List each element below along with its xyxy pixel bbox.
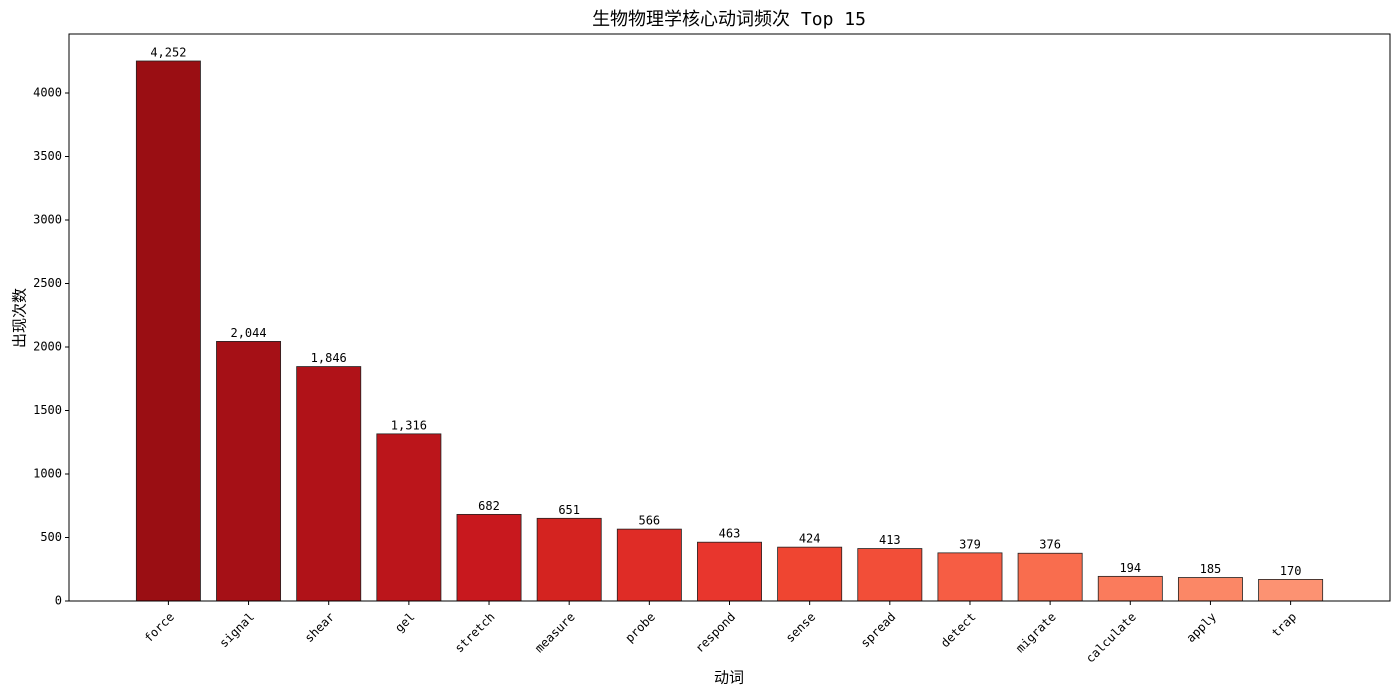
bar bbox=[536, 517, 602, 602]
value-label: 1,316 bbox=[391, 418, 427, 432]
value-label: 379 bbox=[959, 537, 981, 551]
x-tick-label: calculate bbox=[1083, 610, 1139, 666]
value-label: 463 bbox=[719, 527, 741, 541]
value-label: 170 bbox=[1280, 564, 1302, 578]
x-tick-label: force bbox=[142, 610, 177, 645]
y-tick-label: 1000 bbox=[33, 467, 62, 481]
bar bbox=[216, 341, 282, 602]
x-tick-label: apply bbox=[1184, 610, 1219, 645]
value-label: 424 bbox=[799, 532, 821, 546]
bar bbox=[857, 548, 923, 602]
y-tick-label: 3000 bbox=[33, 213, 62, 227]
value-label: 651 bbox=[558, 503, 580, 517]
value-label: 566 bbox=[638, 514, 660, 528]
value-label: 376 bbox=[1039, 538, 1061, 552]
bar bbox=[135, 60, 201, 602]
value-label: 682 bbox=[478, 499, 500, 513]
x-tick-label: shear bbox=[302, 610, 337, 645]
x-tick-label: gel bbox=[392, 610, 417, 635]
y-axis-label: 出现次数 bbox=[11, 288, 29, 348]
bar bbox=[616, 528, 682, 602]
x-tick-label: probe bbox=[622, 610, 657, 645]
x-tick-label: trap bbox=[1269, 610, 1299, 640]
bar bbox=[1258, 579, 1324, 602]
bar bbox=[456, 513, 522, 602]
bar bbox=[777, 546, 843, 602]
bar bbox=[296, 366, 362, 602]
value-label: 413 bbox=[879, 533, 901, 547]
x-tick-label: measure bbox=[532, 610, 578, 656]
y-tick-label: 2500 bbox=[33, 276, 62, 290]
y-tick-label: 3500 bbox=[33, 149, 62, 163]
y-tick-label: 500 bbox=[40, 530, 62, 544]
x-tick-label: detect bbox=[938, 610, 979, 651]
value-label: 2,044 bbox=[230, 326, 266, 340]
bar bbox=[697, 541, 762, 602]
value-label: 194 bbox=[1119, 561, 1141, 575]
bar bbox=[1017, 552, 1083, 602]
x-tick-label: stretch bbox=[452, 610, 498, 656]
value-label: 1,846 bbox=[311, 351, 347, 365]
x-tick-label: respond bbox=[692, 610, 738, 656]
bar bbox=[1097, 575, 1163, 602]
x-tick-label: spread bbox=[858, 610, 899, 651]
bar bbox=[376, 433, 442, 602]
y-tick-label: 4000 bbox=[33, 86, 62, 100]
bar bbox=[937, 552, 1003, 602]
y-tick-label: 2000 bbox=[33, 340, 62, 354]
y-tick-label: 0 bbox=[55, 594, 62, 608]
y-tick-label: 1500 bbox=[33, 403, 62, 417]
x-tick-label: signal bbox=[217, 610, 258, 651]
chart-title: 生物物理学核心动词频次 Top 15 bbox=[592, 9, 866, 30]
x-axis-label: 动词 bbox=[714, 669, 744, 687]
value-label: 185 bbox=[1200, 562, 1222, 576]
plot-frame bbox=[68, 33, 1391, 602]
x-tick-label: migrate bbox=[1013, 610, 1059, 656]
bar bbox=[1177, 577, 1243, 602]
value-label: 4,252 bbox=[150, 46, 186, 60]
x-tick-label: sense bbox=[783, 610, 818, 645]
